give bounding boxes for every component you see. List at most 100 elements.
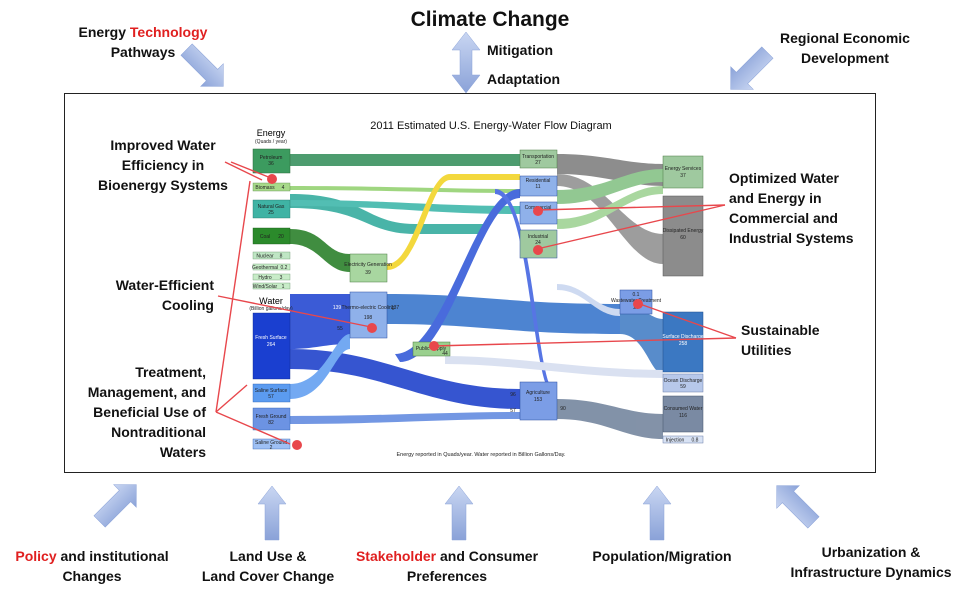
label-line: Beneficial Use of <box>93 404 206 420</box>
flow-consumed <box>557 399 663 439</box>
policy-rest: and institutional <box>56 548 169 564</box>
sector-industrial-label: Industrial <box>528 234 548 240</box>
flow-fresh-surface <box>290 294 350 349</box>
label-line: Bioenergy Systems <box>98 177 228 193</box>
node-agriculture <box>519 381 558 421</box>
adaptation-label: Adaptation <box>487 71 561 87</box>
energy-unit: (Quads / year) <box>255 139 287 145</box>
source-nuclear-label: Nuclear <box>256 254 274 260</box>
policy-line2: Changes <box>62 568 122 584</box>
source-nuclear-value: 8 <box>280 254 283 260</box>
callout-line-commercial <box>536 204 726 211</box>
callout-line-industrial <box>536 204 726 250</box>
output-ocean-label: Ocean Discharge <box>664 378 703 384</box>
arrow-down-right-icon <box>180 43 224 87</box>
middle-nodes: Electricity Generation 39 Thermo-electri… <box>341 253 558 421</box>
improved-water-efficiency-label: Improved Water Efficiency in Bioenergy S… <box>88 135 238 195</box>
highlight-biomass <box>267 174 277 184</box>
land-use-label: Land Use & Land Cover Change <box>196 546 340 586</box>
energy-word: Energy <box>78 24 127 40</box>
output-ocean-value: 59 <box>680 384 686 390</box>
water-sources: Fresh Surface 264 Saline Surface 57 Fres… <box>252 312 291 451</box>
flow-value-thermo-side: 55 <box>337 326 343 332</box>
flow-value-ag-out: 90 <box>560 406 566 412</box>
flow-value-thermo-out: 137 <box>391 305 400 311</box>
output-energy-services <box>662 155 704 189</box>
sector-residential <box>519 175 558 197</box>
source-hydro-label: Hydro <box>258 275 272 281</box>
urbanization-label: Urbanization & Infrastructure Dynamics <box>786 542 956 582</box>
output-consumed-water <box>662 395 704 433</box>
output-dissipated-value: 60 <box>680 235 686 241</box>
regional-line2: Development <box>801 50 889 66</box>
node-electricity-value: 39 <box>365 270 371 276</box>
policy-word: Policy <box>15 548 57 564</box>
label-line: Land Cover Change <box>201 568 335 584</box>
optimized-water-energy-label: Optimized Water and Energy in Commercial… <box>729 168 879 248</box>
callout-line-wastewater <box>636 302 737 339</box>
source-geothermal <box>252 263 291 271</box>
label-line: Infrastructure Dynamics <box>790 564 952 580</box>
output-surface-value: 258 <box>679 341 688 347</box>
callout-line-treatment-2 <box>215 384 248 413</box>
diagram-footnote: Energy reported in Quads/year. Water rep… <box>396 452 566 458</box>
source-saline-surface-label: Saline Surface <box>255 388 288 394</box>
output-injection <box>662 435 704 444</box>
flow-value-ag-in: 96 <box>510 392 516 398</box>
water-unit: (Billion gallons/day) <box>249 306 293 312</box>
node-electricity-generation <box>349 253 388 283</box>
source-biomass-value: 4 <box>282 185 285 191</box>
label-line: and Energy in <box>729 190 822 206</box>
source-fresh-ground-label: Fresh Ground <box>256 414 287 420</box>
flow-gas-industrial <box>290 200 520 214</box>
regional-line1: Regional Economic <box>780 30 910 46</box>
flow-petroleum <box>290 154 520 166</box>
callout-line-public <box>432 337 737 347</box>
callout-line-cooling <box>217 295 372 328</box>
label-line: Sustainable <box>741 322 820 338</box>
callout-line-treatment-3 <box>215 411 291 445</box>
energy-technology-pathways-label: Energy Technology Pathways <box>58 22 228 62</box>
source-wind-solar-value: 1 <box>282 284 285 290</box>
output-dissipated-label: Dissipated Energy <box>663 228 704 234</box>
label-line: Waters <box>159 444 206 460</box>
flow-to-wastewater <box>557 284 620 316</box>
energy-sources: Petroleum 36 Biomass 4 Natural Gas 25 Co… <box>252 148 291 290</box>
node-agriculture-label: Agriculture <box>526 390 550 396</box>
output-dissipated-energy <box>662 195 704 277</box>
stakeholder-preferences-label: Stakeholder and Consumer Preferences <box>346 546 548 586</box>
sector-residential-value: 11 <box>535 184 540 190</box>
output-surface-discharge <box>662 311 704 373</box>
flow-value-ag-ground: 57 <box>510 408 516 414</box>
source-saline-ground-label: Saline Ground <box>255 440 287 446</box>
source-natural-gas <box>252 199 291 219</box>
flow-biomass <box>290 186 520 193</box>
label-line: Cooling <box>161 297 214 313</box>
callout-line-biomass <box>224 161 263 181</box>
stakeholder-word: Stakeholder <box>355 548 437 564</box>
output-consumed-label: Consumed Water <box>664 406 703 412</box>
flow-saline <box>290 334 350 399</box>
flow-energy-services <box>557 169 663 204</box>
sustainable-utilities-label: Sustainable Utilities <box>741 320 841 360</box>
node-public-value: 44 <box>442 351 448 357</box>
source-saline-ground-value: 2 <box>270 445 273 451</box>
source-nuclear <box>252 251 291 260</box>
output-consumed-value: 116 <box>679 413 687 419</box>
source-wind-solar-label: Wind/Solar <box>253 284 278 290</box>
label-line: Treatment, <box>135 364 206 380</box>
page-title: Climate Change <box>410 8 570 31</box>
energy-header: Energy <box>257 128 286 138</box>
label-line: Nontraditional <box>111 424 206 440</box>
source-fresh-surface <box>252 312 291 380</box>
source-coal-label: Coal <box>260 234 270 240</box>
node-thermo-label: Thermo-electric Cooling <box>341 305 394 311</box>
node-wastewater-small: 0.1 <box>633 292 640 298</box>
label-line: Urbanization & <box>821 544 921 560</box>
highlight-commercial <box>533 206 543 216</box>
label-line: Industrial Systems <box>729 230 854 246</box>
source-coal <box>252 227 291 245</box>
flow-public-sectors <box>395 189 520 362</box>
